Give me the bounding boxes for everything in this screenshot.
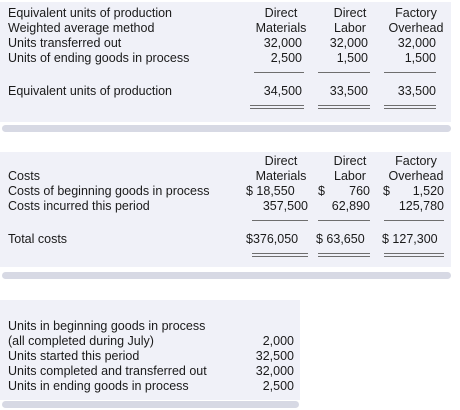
eup-double-rule (250, 105, 304, 106)
eup-row-label: Units of ending goods in process (8, 51, 190, 65)
eup-total-value: 33,500 (397, 84, 436, 98)
units-row-label: Units in ending goods in process (8, 379, 189, 393)
eup-col-overhead-line2: Overhead (388, 21, 444, 35)
costs-row-value: 760 (349, 184, 370, 198)
costs-double-rule (384, 253, 444, 254)
costs-row-value: 125,780 (398, 199, 444, 213)
eup-col-materials-line1: Direct (264, 6, 298, 20)
eup-subtotal-rule (384, 72, 436, 73)
eup-row-value: 32,000 (329, 36, 368, 50)
eup-total-value: 34,500 (263, 84, 302, 98)
eup-col-materials-line2: Materials (255, 21, 307, 35)
costs-total-value: $ 127,300 (382, 232, 438, 246)
costs-title: Costs (8, 169, 40, 183)
costs-double-rule (252, 256, 308, 257)
costs-panel: Direct Materials Direct Labor Factory Ov… (0, 152, 451, 267)
costs-col-materials-line2: Materials (255, 169, 307, 183)
eup-subtotal-rule (318, 72, 370, 73)
section-separator (2, 401, 299, 408)
costs-dollar-sign: $ (383, 184, 390, 198)
units-row-label: (all completed during July) (8, 334, 154, 348)
units-panel: Units in beginning goods in process (all… (0, 300, 300, 400)
costs-double-rule (384, 256, 444, 257)
eup-header-line-1: Equivalent units of production (8, 6, 172, 20)
costs-row-value: 62,890 (331, 199, 370, 213)
units-row-value: 32,500 (255, 349, 294, 363)
eup-double-rule (384, 108, 436, 109)
costs-row-label: Costs of beginning goods in process (8, 184, 210, 198)
costs-col-overhead-line1: Factory (395, 154, 437, 168)
costs-col-overhead-line2: Overhead (388, 169, 444, 183)
section-separator (2, 125, 451, 132)
eup-row-value: 32,000 (397, 36, 436, 50)
eup-double-rule (250, 108, 304, 109)
eup-double-rule (318, 108, 370, 109)
costs-row-value: $ 18,550 (246, 184, 295, 198)
eup-col-overhead-line1: Factory (395, 6, 437, 20)
costs-col-labor-line1: Direct (333, 154, 367, 168)
costs-dollar-sign: $ (318, 184, 325, 198)
costs-row-value: 1,520 (412, 184, 444, 198)
eup-col-labor-line2: Labor (334, 21, 366, 35)
eup-double-rule (318, 105, 370, 106)
eup-col-labor-line1: Direct (333, 6, 367, 20)
units-row-label: Units completed and transferred out (8, 364, 207, 378)
costs-double-rule (252, 253, 308, 254)
costs-col-labor-line2: Labor (334, 169, 366, 183)
units-row-value: 32,000 (255, 364, 294, 378)
eup-row-value: 1,500 (404, 51, 436, 65)
costs-double-rule (318, 256, 370, 257)
eup-total-label: Equivalent units of production (8, 84, 172, 98)
eup-row-value: 32,000 (263, 36, 302, 50)
section-separator (2, 272, 451, 279)
units-row-label: Units in beginning goods in process (8, 319, 206, 333)
costs-row-value: 357,500 (262, 199, 308, 213)
eup-row-value: 1,500 (336, 51, 368, 65)
eup-row-label: Units transferred out (8, 36, 122, 50)
units-row-value: 2,500 (262, 379, 294, 393)
eup-total-value: 33,500 (329, 84, 368, 98)
costs-double-rule (318, 253, 370, 254)
costs-row-label: Costs incurred this period (8, 199, 150, 213)
eup-row-value: 2,500 (270, 51, 302, 65)
units-row-label: Units started this period (8, 349, 140, 363)
units-row-value: 2,000 (262, 334, 294, 348)
costs-total-label: Total costs (8, 232, 68, 246)
costs-col-materials-line1: Direct (264, 154, 298, 168)
costs-subtotal-rule (318, 220, 370, 221)
eup-double-rule (384, 105, 436, 106)
eup-header-line-2: Weighted average method (8, 21, 155, 35)
costs-total-value: $ 63,650 (316, 232, 365, 246)
eup-subtotal-rule (254, 72, 304, 73)
costs-total-value: $376,050 (246, 232, 299, 246)
costs-subtotal-rule (252, 220, 308, 221)
costs-subtotal-rule (384, 220, 444, 221)
equivalent-units-panel: Equivalent units of production Weighted … (0, 2, 451, 122)
